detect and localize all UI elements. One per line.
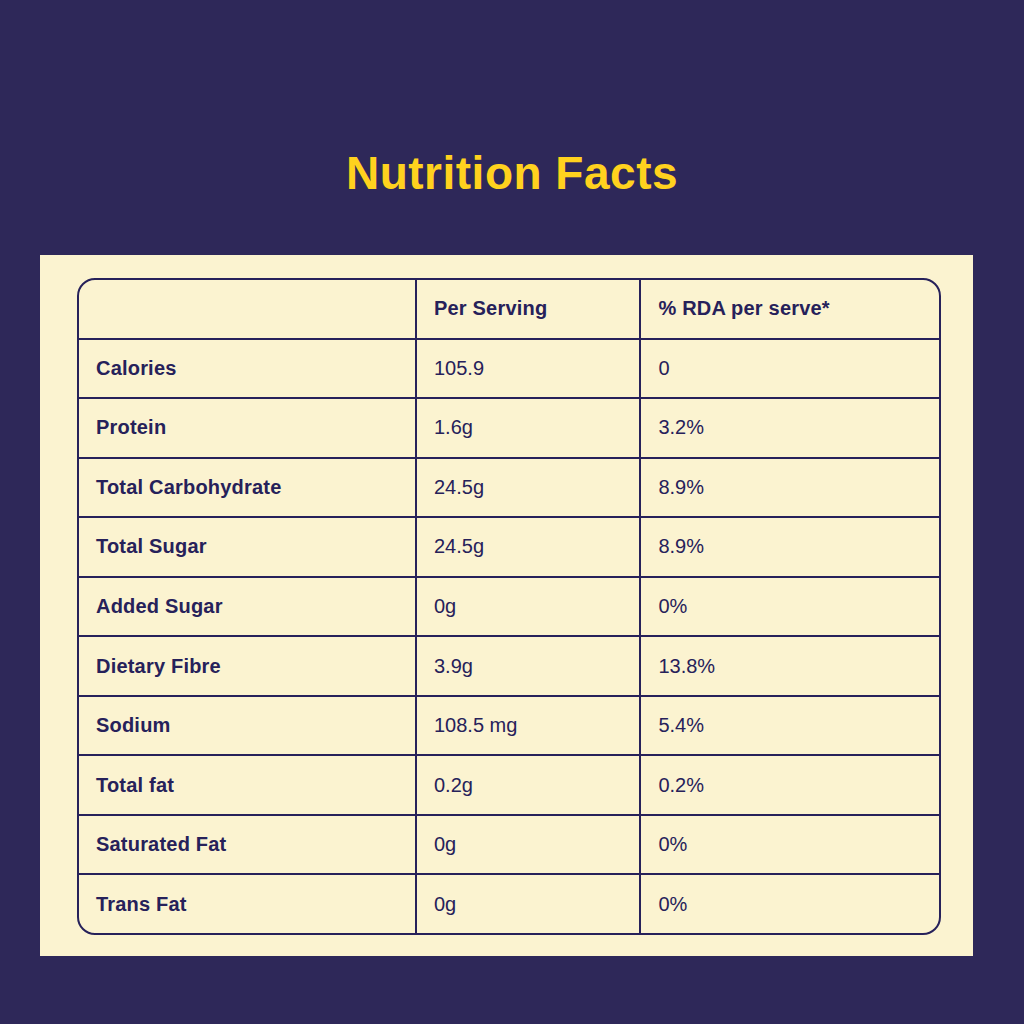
table-row-saturated-fat: Saturated Fat 0g 0% <box>79 814 939 874</box>
row-label: Calories <box>79 340 417 398</box>
row-rda-value: 5.4% <box>641 697 939 755</box>
row-label: Dietary Fibre <box>79 637 417 695</box>
row-label: Total Carbohydrate <box>79 459 417 517</box>
row-label: Total Sugar <box>79 518 417 576</box>
table-header-row: Per Serving % RDA per serve* <box>79 280 939 338</box>
row-per-serving-value: 0g <box>417 816 641 874</box>
row-rda-value: 13.8% <box>641 637 939 695</box>
row-per-serving-value: 0.2g <box>417 756 641 814</box>
row-per-serving-value: 24.5g <box>417 518 641 576</box>
nutrition-facts-screen: Nutrition Facts Per Serving % RDA per se… <box>0 0 1024 1024</box>
row-label: Protein <box>79 399 417 457</box>
row-label: Sodium <box>79 697 417 755</box>
row-label: Trans Fat <box>79 875 417 933</box>
header-per-serving: Per Serving <box>417 280 641 338</box>
row-label: Total fat <box>79 756 417 814</box>
row-rda-value: 3.2% <box>641 399 939 457</box>
table-row-total-carbohydrate: Total Carbohydrate 24.5g 8.9% <box>79 457 939 517</box>
table-row-sodium: Sodium 108.5 mg 5.4% <box>79 695 939 755</box>
nutrition-panel: Per Serving % RDA per serve* Calories 10… <box>40 255 973 956</box>
row-rda-value: 8.9% <box>641 518 939 576</box>
table-row-calories: Calories 105.9 0 <box>79 338 939 398</box>
row-per-serving-value: 105.9 <box>417 340 641 398</box>
table-row-trans-fat: Trans Fat 0g 0% <box>79 873 939 933</box>
row-per-serving-value: 24.5g <box>417 459 641 517</box>
row-rda-value: 0% <box>641 578 939 636</box>
row-label: Added Sugar <box>79 578 417 636</box>
table-row-total-sugar: Total Sugar 24.5g 8.9% <box>79 516 939 576</box>
header-empty-cell <box>79 280 417 338</box>
table-row-dietary-fibre: Dietary Fibre 3.9g 13.8% <box>79 635 939 695</box>
page-title: Nutrition Facts <box>0 146 1024 200</box>
row-per-serving-value: 3.9g <box>417 637 641 695</box>
row-rda-value: 0.2% <box>641 756 939 814</box>
row-label: Saturated Fat <box>79 816 417 874</box>
row-rda-value: 8.9% <box>641 459 939 517</box>
row-per-serving-value: 0g <box>417 578 641 636</box>
row-per-serving-value: 0g <box>417 875 641 933</box>
header-rda-per-serve: % RDA per serve* <box>641 280 939 338</box>
row-per-serving-value: 108.5 mg <box>417 697 641 755</box>
table-row-protein: Protein 1.6g 3.2% <box>79 397 939 457</box>
row-per-serving-value: 1.6g <box>417 399 641 457</box>
row-rda-value: 0% <box>641 816 939 874</box>
table-row-total-fat: Total fat 0.2g 0.2% <box>79 754 939 814</box>
table-row-added-sugar: Added Sugar 0g 0% <box>79 576 939 636</box>
row-rda-value: 0% <box>641 875 939 933</box>
nutrition-table: Per Serving % RDA per serve* Calories 10… <box>77 278 941 935</box>
row-rda-value: 0 <box>641 340 939 398</box>
